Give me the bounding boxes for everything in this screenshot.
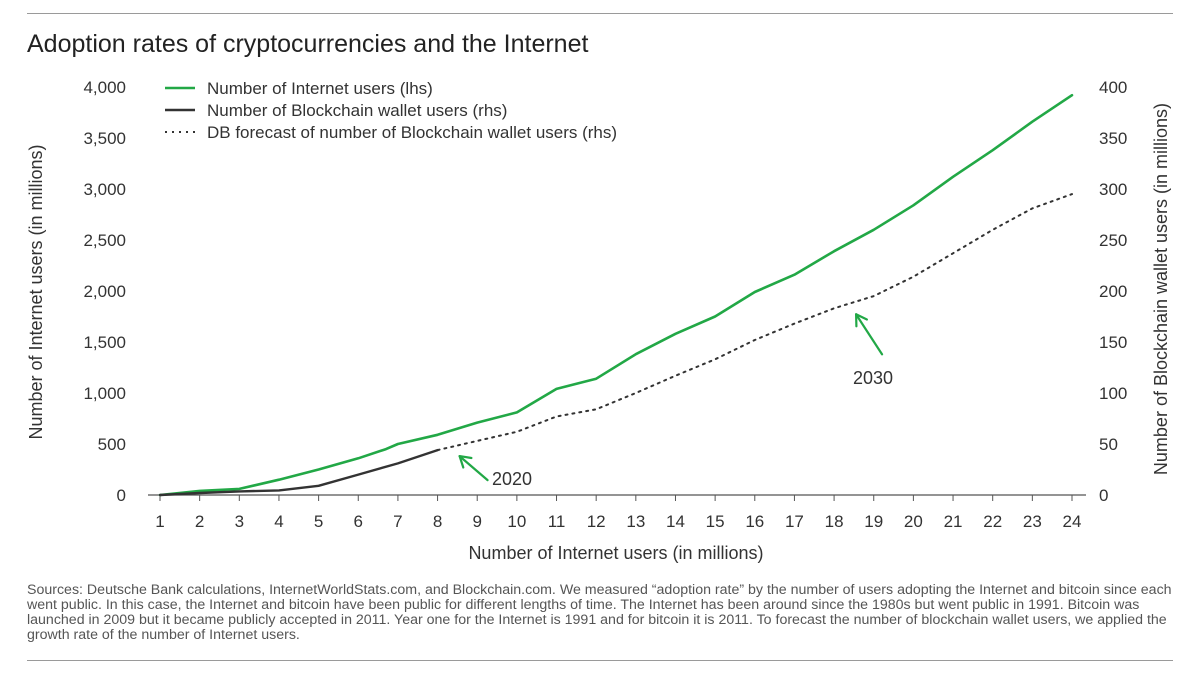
x-tick-label: 5 <box>314 512 323 531</box>
y-right-tick-label: 100 <box>1099 384 1127 403</box>
y-left-tick-label: 500 <box>98 435 126 454</box>
x-tick-label: 10 <box>507 512 526 531</box>
x-tick-label: 7 <box>393 512 402 531</box>
legend-label: DB forecast of number of Blockchain wall… <box>207 123 617 142</box>
annotation-arrow-shaft <box>854 313 884 356</box>
legend-label: Number of Blockchain wallet users (rhs) <box>207 101 507 120</box>
y-left-tick-label: 2,000 <box>83 282 126 301</box>
x-tick-label: 17 <box>785 512 804 531</box>
x-tick-label: 14 <box>666 512 685 531</box>
x-tick-label: 1 <box>155 512 164 531</box>
chart-title: Adoption rates of cryptocurrencies and t… <box>27 30 589 58</box>
x-tick-label: 22 <box>983 512 1002 531</box>
axes: 1 2 3 4 5 6 7 8 9 10 11 12 13 14 15 16 17 18 19 20 21 22 23 240… <box>26 78 1171 563</box>
y-right-tick-label: 50 <box>1099 435 1118 454</box>
annotation-arrow-shaft <box>458 455 489 482</box>
bottom-rule <box>27 660 1173 661</box>
y-right-axis-label: Number of Blockchain wallet users (in mi… <box>1151 103 1171 475</box>
x-tick-label: 24 <box>1063 512 1082 531</box>
x-tick-label: 20 <box>904 512 923 531</box>
y-right-tick-label: 0 <box>1099 486 1108 505</box>
x-tick-label: 23 <box>1023 512 1042 531</box>
y-right-tick-label: 150 <box>1099 333 1127 352</box>
y-right-tick-label: 200 <box>1099 282 1127 301</box>
y-right-tick-label: 300 <box>1099 180 1127 199</box>
y-right-tick-label: 350 <box>1099 129 1127 148</box>
x-tick-label: 8 <box>433 512 442 531</box>
y-left-axis-label: Number of Internet users (in millions) <box>26 144 46 439</box>
series-line-1 <box>158 93 1074 497</box>
annotation-arrow-head <box>458 455 473 469</box>
y-left-tick-label: 3,500 <box>83 129 126 148</box>
source-note: Sources: Deutsche Bank calculations, Int… <box>27 582 1172 643</box>
annotation-label: 2030 <box>853 368 893 388</box>
series-lines <box>158 93 1074 497</box>
x-tick-label: 12 <box>587 512 606 531</box>
y-left-tick-label: 1,500 <box>83 333 126 352</box>
y-left-tick-label: 0 <box>117 486 126 505</box>
x-tick-label: 19 <box>864 512 883 531</box>
chart-area: 1 2 3 4 5 6 7 8 9 10 11 12 13 14 15 16 17 18 19 20 21 22 23 240… <box>26 78 1171 563</box>
x-tick-label: 21 <box>944 512 963 531</box>
series-line-3 <box>436 193 1073 452</box>
x-tick-label: 11 <box>548 512 566 531</box>
legend: Number of Internet users (lhs) Number of … <box>165 79 617 142</box>
legend-label: Number of Internet users (lhs) <box>207 79 433 98</box>
x-tick-label: 15 <box>706 512 725 531</box>
x-tick-label: 3 <box>235 512 244 531</box>
x-tick-label: 9 <box>472 512 481 531</box>
y-left-tick-label: 4,000 <box>83 78 126 97</box>
y-left-tick-label: 3,000 <box>83 180 126 199</box>
x-tick-label: 16 <box>745 512 764 531</box>
x-tick-label: 6 <box>354 512 363 531</box>
y-left-tick-label: 2,500 <box>83 231 126 250</box>
y-left-tick-label: 1,000 <box>83 384 126 403</box>
top-rule <box>27 13 1173 14</box>
annotations: 2020 2030 <box>458 313 893 489</box>
annotation-arrow-head <box>854 313 869 328</box>
x-tick-label: 13 <box>626 512 645 531</box>
x-axis-label: Number of Internet users (in millions) <box>468 543 763 563</box>
x-tick-label: 2 <box>195 512 204 531</box>
x-tick-label: 18 <box>825 512 844 531</box>
series-line-2 <box>158 448 439 497</box>
annotation-label: 2020 <box>492 469 532 489</box>
y-right-tick-label: 250 <box>1099 231 1127 250</box>
x-tick-label: 4 <box>274 512 283 531</box>
y-right-tick-label: 400 <box>1099 78 1127 97</box>
